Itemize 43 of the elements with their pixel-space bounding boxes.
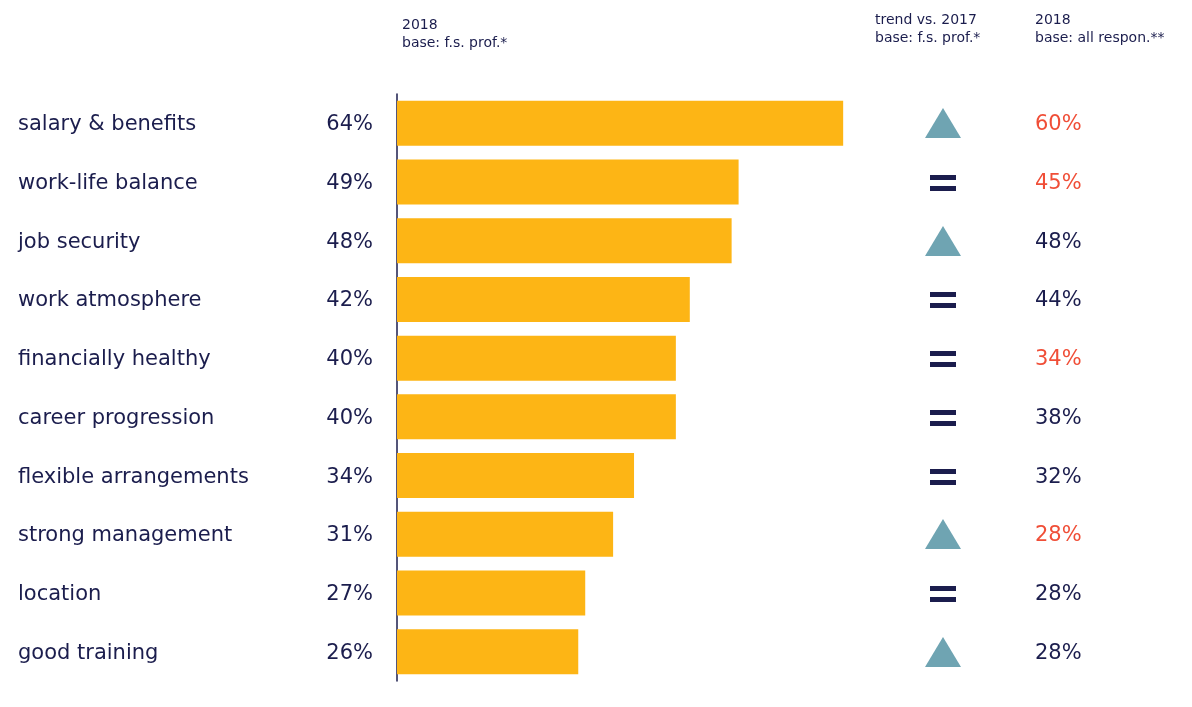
y-tick-label: career progression	[18, 404, 215, 429]
data-label: 31%	[326, 522, 373, 547]
y-tick-label: work-life balance	[18, 170, 198, 195]
bar	[397, 159, 739, 205]
data-label: 40%	[326, 346, 373, 371]
data-label: 38%	[1035, 404, 1082, 429]
data-label: 28%	[1035, 522, 1082, 547]
chart-title: 2018 base: f.s. prof.*	[402, 16, 508, 50]
bar	[397, 335, 676, 381]
bar	[397, 629, 579, 675]
data-label: 28%	[1035, 639, 1082, 664]
data-label: 40%	[326, 404, 373, 429]
y-tick-label: good training	[18, 639, 159, 664]
y-tick-label: flexible arrangements	[18, 463, 249, 488]
data-label: 42%	[326, 287, 373, 312]
bar	[397, 276, 690, 322]
data-label: 34%	[1035, 346, 1082, 371]
bar	[397, 218, 732, 264]
bar	[397, 453, 635, 499]
data-label: 27%	[326, 580, 373, 605]
bar	[397, 100, 844, 146]
y-tick-label: work atmosphere	[18, 287, 202, 312]
data-label: 60%	[1035, 111, 1082, 136]
data-label: 45%	[1035, 170, 1082, 195]
data-label: 48%	[326, 228, 373, 253]
data-label: 44%	[1035, 287, 1082, 312]
data-label: 48%	[1035, 228, 1082, 253]
y-tick-label: job security	[17, 228, 141, 253]
data-label: 34%	[326, 463, 373, 488]
data-label: 28%	[1035, 580, 1082, 605]
bar	[397, 394, 676, 440]
text: 2018 base: all respon.**	[1035, 10, 1165, 46]
y-tick-label: location	[18, 580, 102, 605]
text: trend vs. 2017 base: f.s. prof.*	[875, 10, 981, 46]
data-label: 32%	[1035, 463, 1082, 488]
bar	[397, 570, 586, 616]
data-label: 26%	[326, 639, 373, 664]
y-tick-label: salary & benefits	[18, 111, 197, 136]
data-label: 49%	[326, 170, 373, 195]
bar	[397, 511, 614, 557]
y-tick-label: strong management	[18, 522, 233, 547]
y-tick-label: financially healthy	[18, 346, 211, 371]
data-label: 64%	[326, 111, 373, 136]
